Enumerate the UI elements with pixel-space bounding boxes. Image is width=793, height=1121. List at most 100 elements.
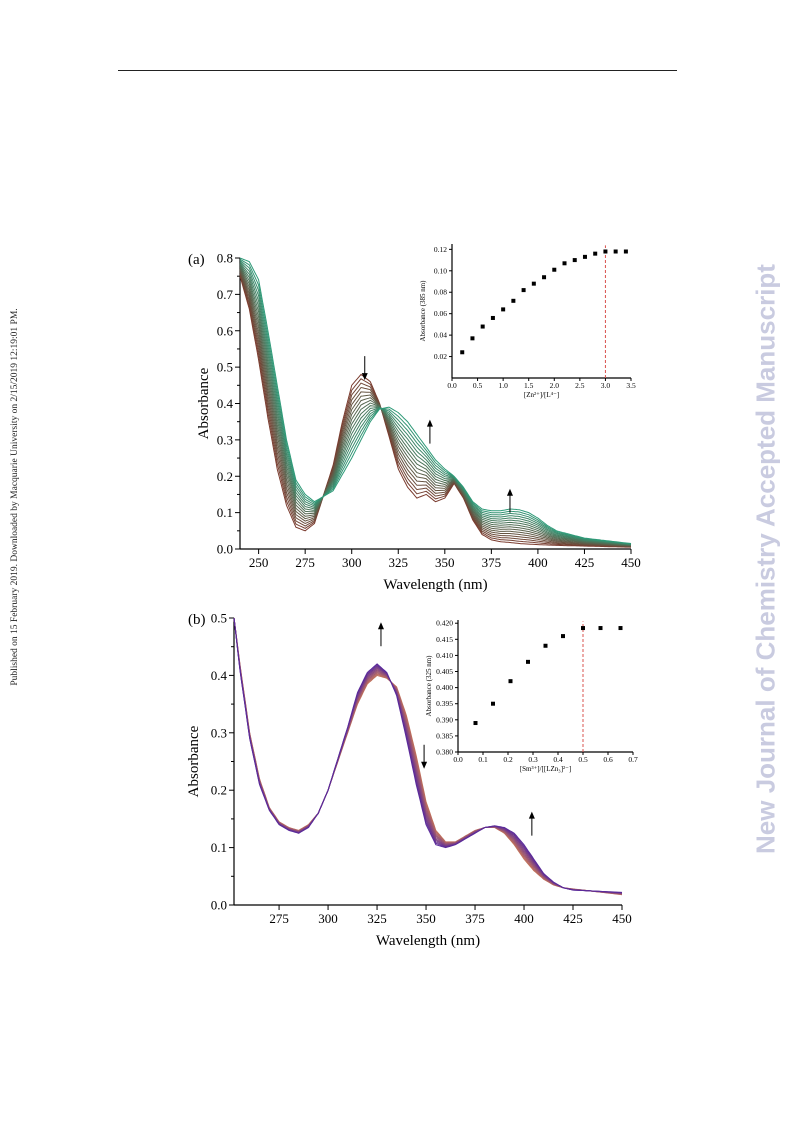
inset-x-tick-label: 0.1 bbox=[478, 755, 488, 764]
inset-data-point bbox=[562, 261, 567, 266]
header-rule bbox=[118, 70, 677, 71]
inset-a: 0.0 0.5 1.0 1.5 2.0 2.5 3.0 3.5 0.02 0.04 0.06 0.08… bbox=[419, 244, 636, 399]
main-y-tick-label: 0.7 bbox=[217, 287, 234, 302]
inset-x-tick-label: 3.5 bbox=[626, 381, 636, 390]
arrow-up-icon bbox=[426, 419, 433, 427]
main-y-tick-label: 0.5 bbox=[211, 611, 227, 626]
main-y-tick-label: 0.1 bbox=[217, 505, 233, 520]
inset-data-point bbox=[521, 288, 526, 293]
main-x-tick-label: 350 bbox=[416, 911, 436, 926]
inset-x-axis-label: [Zn²⁺]/[L⁴⁻] bbox=[524, 391, 559, 399]
main-x-tick-label: 250 bbox=[249, 555, 269, 570]
spectrum-line bbox=[239, 269, 632, 547]
inset-data-point bbox=[618, 626, 623, 631]
inset-x-tick-label: 0.5 bbox=[578, 755, 588, 764]
arrow-down-icon bbox=[421, 761, 428, 769]
arrow-down-icon bbox=[361, 373, 368, 381]
spectrum-line bbox=[239, 262, 632, 545]
spectrum-line bbox=[239, 267, 632, 546]
inset-data-point bbox=[542, 275, 547, 280]
inset-data-point bbox=[593, 251, 598, 256]
inset-x-tick-label: 0.0 bbox=[447, 381, 457, 390]
spectrum-line bbox=[233, 617, 623, 893]
main-x-tick-label: 400 bbox=[528, 555, 548, 570]
inset-data-point bbox=[552, 267, 557, 272]
arrow-up-icon bbox=[506, 488, 513, 496]
main-y-tick-label: 0.2 bbox=[217, 469, 233, 484]
panel-a: 250 275 300 325 350 375 400 425 450 0.0 0.1 0.2 0.3 0… bbox=[188, 244, 641, 593]
inset-y-tick-label: 0.390 bbox=[436, 715, 453, 724]
main-y-tick-label: 0.0 bbox=[211, 898, 227, 913]
main-y-tick-label: 0.2 bbox=[211, 783, 227, 798]
inset-y-tick-label: 0.420 bbox=[436, 619, 453, 628]
inset-y-tick-label: 0.06 bbox=[434, 309, 447, 318]
inset-y-tick-label: 0.02 bbox=[434, 352, 447, 361]
spectrum-line bbox=[239, 276, 632, 548]
inset-data-point bbox=[491, 701, 495, 706]
inset-x-tick-label: 3.0 bbox=[601, 381, 611, 390]
main-x-tick-label: 375 bbox=[482, 555, 502, 570]
inset-data-point bbox=[531, 281, 536, 286]
inset-data-point bbox=[473, 721, 478, 726]
main-x-tick-label: 350 bbox=[435, 555, 455, 570]
inset-data-point bbox=[470, 336, 475, 341]
panel-label: (b) bbox=[188, 612, 206, 628]
spectrum-line bbox=[239, 274, 631, 548]
inset-data-point bbox=[501, 307, 506, 312]
main-x-tick-label: 375 bbox=[465, 911, 485, 926]
inset-y-tick-label: 0.08 bbox=[434, 288, 447, 297]
inset-x-axis-label: [Sm³⁺]/[[LZn₃]²⁻] bbox=[520, 765, 571, 773]
main-y-tick-label: 0.4 bbox=[211, 668, 228, 683]
inset-x-tick-label: 0.0 bbox=[453, 755, 463, 764]
y-axis-label: Absorbance bbox=[186, 725, 202, 797]
inset-y-tick-label: 0.405 bbox=[436, 667, 453, 676]
spectrum-line bbox=[239, 260, 632, 545]
inset-data-point bbox=[603, 249, 608, 254]
inset-data-point bbox=[582, 254, 587, 259]
x-axis-label: Wavelength (nm) bbox=[383, 577, 487, 593]
inset-data-point bbox=[572, 258, 577, 263]
inset-data-point bbox=[613, 249, 618, 254]
spectrum-line bbox=[239, 257, 632, 544]
inset-y-tick-label: 0.415 bbox=[436, 635, 453, 644]
main-x-tick-label: 450 bbox=[621, 555, 641, 570]
main-x-tick-label: 400 bbox=[514, 911, 534, 926]
inset-y-tick-label: 0.04 bbox=[434, 331, 447, 340]
main-y-tick-label: 0.4 bbox=[217, 396, 234, 411]
inset-x-tick-label: 0.4 bbox=[553, 755, 563, 764]
inset-data-point bbox=[511, 298, 516, 303]
main-x-tick-label: 275 bbox=[295, 555, 315, 570]
spectrum-line bbox=[239, 266, 632, 546]
main-y-tick-label: 0.0 bbox=[217, 542, 233, 557]
inset-data-point bbox=[460, 350, 465, 355]
y-axis-label: Absorbance bbox=[196, 367, 212, 439]
inset-data-point bbox=[526, 659, 530, 664]
main-y-tick-label: 0.3 bbox=[217, 432, 233, 447]
spectrum-line bbox=[239, 268, 632, 547]
inset-x-tick-label: 0.3 bbox=[528, 755, 538, 764]
inset-y-tick-label: 0.385 bbox=[436, 731, 453, 740]
spectrum-line bbox=[239, 272, 632, 547]
inset-x-tick-label: 2.0 bbox=[550, 381, 560, 390]
main-x-tick-label: 425 bbox=[563, 911, 583, 926]
x-axis-label: Wavelength (nm) bbox=[376, 933, 480, 949]
inset-x-tick-label: 0.6 bbox=[603, 755, 613, 764]
main-y-tick-label: 0.8 bbox=[217, 251, 233, 266]
main-x-tick-label: 275 bbox=[269, 911, 289, 926]
inset-y-tick-label: 0.12 bbox=[434, 245, 447, 254]
inset-x-tick-label: 0.7 bbox=[628, 755, 638, 764]
main-x-tick-label: 300 bbox=[342, 555, 362, 570]
spectrum-line bbox=[239, 263, 632, 546]
inset-data-point bbox=[543, 643, 548, 648]
spectrum-line bbox=[239, 271, 632, 547]
inset-data-point bbox=[561, 634, 565, 639]
main-x-tick-label: 425 bbox=[575, 555, 595, 570]
main-x-tick-label: 325 bbox=[367, 911, 387, 926]
spectrum-line bbox=[239, 265, 632, 546]
panel-b: 275 300 325 350 375 400 425 4500.00.10.20.30.40… bbox=[186, 611, 638, 950]
inset-y-axis-label: Absorbance (325 nm) bbox=[425, 655, 433, 717]
inset-x-tick-label: 0.5 bbox=[473, 381, 483, 390]
inset-x-tick-label: 1.5 bbox=[524, 381, 534, 390]
main-y-tick-label: 0.6 bbox=[217, 323, 234, 338]
